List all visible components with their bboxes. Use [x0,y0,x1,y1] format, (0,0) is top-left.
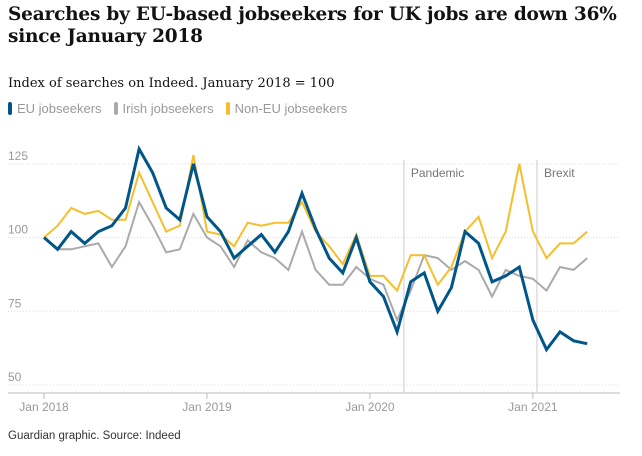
x-tick-label: Jan 2018 [19,400,69,414]
x-tick-label: Jan 2020 [345,400,395,414]
x-tick-label: Jan 2019 [182,400,232,414]
legend-item-noneu: Non-EU jobseekers [225,101,348,116]
legend-label-irish: Irish jobseekers [122,101,214,116]
legend-label-eu: EU jobseekers [17,101,102,116]
legend-item-irish: Irish jobseekers [113,101,214,116]
y-tick-label: 100 [8,223,28,237]
y-tick-label: 75 [8,296,22,310]
legend: EU jobseekers Irish jobseekers Non-EU jo… [8,101,359,116]
chart-subtitle: Index of searches on Indeed. January 201… [8,76,335,91]
legend-item-eu: EU jobseekers [8,101,102,116]
chart-title: Searches by EU-based jobseekers for UK j… [8,4,617,47]
legend-swatch-irish [113,102,118,115]
x-tick-label: Jan 2021 [508,400,558,414]
source-note: Guardian graphic. Source: Indeed [8,430,181,442]
series-line-eu [43,144,588,353]
y-tick-label: 125 [8,149,28,163]
legend-swatch-eu [8,102,12,115]
series-line-irish [43,199,588,323]
y-tick-label: 50 [8,370,22,384]
annotation-label: Brexit [544,166,575,180]
legend-label-noneu: Non-EU jobseekers [234,101,348,116]
legend-swatch-noneu [225,102,230,115]
annotation-label: Pandemic [411,166,464,180]
